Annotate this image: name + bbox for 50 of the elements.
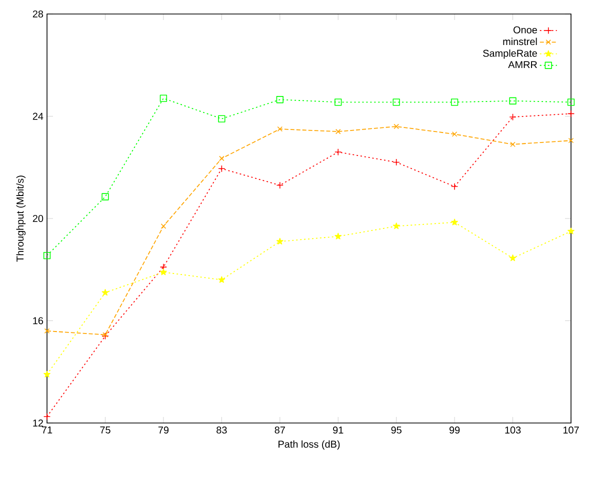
point bbox=[335, 128, 341, 134]
x-tick-label: 107 bbox=[563, 426, 579, 434]
point bbox=[509, 97, 516, 104]
point bbox=[509, 113, 516, 121]
point bbox=[334, 98, 342, 106]
legend-label: AMRR bbox=[508, 61, 537, 68]
x-tick-label: 87 bbox=[274, 426, 285, 434]
legend-label: Onoe bbox=[514, 26, 537, 34]
point bbox=[218, 115, 226, 122]
point bbox=[160, 224, 166, 229]
legend-label: minstrel bbox=[503, 38, 537, 46]
point bbox=[43, 252, 51, 260]
x-tick-label: 103 bbox=[505, 426, 521, 434]
x-tick-label: 79 bbox=[158, 426, 169, 434]
x-tick-label: 91 bbox=[333, 426, 344, 434]
x-tick-label: 83 bbox=[216, 426, 227, 434]
point bbox=[567, 98, 575, 106]
point bbox=[102, 332, 109, 340]
y-tick-label: 16 bbox=[33, 317, 44, 324]
point bbox=[102, 193, 109, 200]
point bbox=[276, 96, 284, 104]
point bbox=[567, 110, 575, 118]
point bbox=[450, 182, 458, 190]
point bbox=[452, 131, 458, 137]
legend-label: SampleRate bbox=[483, 49, 537, 59]
point bbox=[276, 182, 284, 189]
y-tick-label: 12 bbox=[33, 420, 43, 426]
point bbox=[102, 332, 108, 338]
y-tick-label: 28 bbox=[32, 10, 44, 18]
y-tick-label: 20 bbox=[32, 214, 44, 222]
point bbox=[334, 148, 342, 156]
x-tick-label: 71 bbox=[42, 426, 52, 434]
y-axis-title: Throughput (Mbit/s) bbox=[16, 176, 26, 262]
point bbox=[277, 126, 283, 132]
point bbox=[568, 138, 574, 144]
x-axis-title: Path loss (dB) bbox=[278, 440, 340, 450]
point bbox=[43, 413, 51, 420]
point bbox=[450, 98, 458, 106]
x-tick-label: 95 bbox=[391, 426, 402, 434]
point bbox=[219, 156, 224, 162]
y-tick-label: 24 bbox=[32, 112, 44, 120]
x-tick-label: 75 bbox=[100, 426, 110, 434]
point bbox=[392, 98, 400, 106]
point bbox=[392, 158, 400, 166]
point bbox=[218, 165, 226, 172]
point bbox=[44, 328, 50, 334]
point bbox=[510, 142, 516, 148]
point bbox=[394, 124, 399, 130]
point bbox=[160, 94, 168, 102]
x-tick-label: 99 bbox=[449, 426, 460, 434]
